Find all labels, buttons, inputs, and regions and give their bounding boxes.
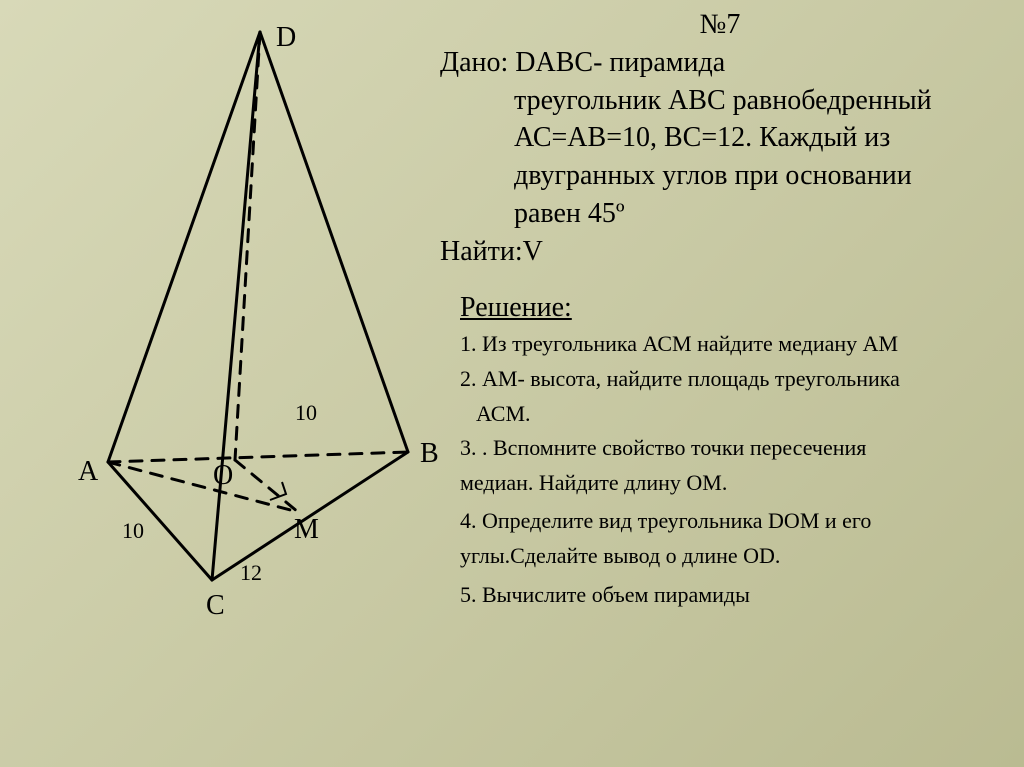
solution-step-3b: медиан. Найдите длину ОМ. [460, 469, 1010, 498]
solution-step-3a: 3. . Вспомните свойство точки пересечени… [460, 434, 1010, 463]
given-line-3: АС=АВ=10, ВС=12. Каждый из [514, 119, 1000, 157]
given-line-5: равен 45º [514, 195, 1000, 233]
solution-step-4a: 4. Определите вид треугольника DOM и его [460, 507, 1010, 536]
solution-step-5: 5. Вычислите объем пирамиды [460, 581, 1010, 610]
given-line-2: треугольник АВС равнобедренный [514, 82, 1000, 120]
given-block: Дано: DABC- пирамида треугольник АВС рав… [440, 44, 1000, 233]
solution-step-2b: АСМ. [460, 400, 1010, 429]
vertex-label-c: C [206, 590, 225, 621]
vertex-label-a: A [78, 456, 99, 487]
side-length-ac: 10 [122, 518, 144, 543]
problem-statement: №7 Дано: DABC- пирамида треугольник АВС … [440, 6, 1000, 271]
solution-step-4b: углы.Сделайте вывод о длине OD. [460, 542, 1010, 571]
solution-step-2a: 2. АМ- высота, найдите площадь треугольн… [460, 365, 1010, 394]
given-line-4: двугранных углов при основании [514, 157, 1000, 195]
find-label: Найти:V [440, 233, 1000, 271]
vertex-label-d: D [276, 22, 296, 53]
pyramid-svg: D A B C O M 10 10 12 [60, 20, 460, 640]
problem-number: №7 [440, 6, 1000, 44]
vertex-label-o: O [213, 460, 233, 491]
solution-block: Решение: 1. Из треугольника АСМ найдите … [460, 290, 1010, 615]
vertex-label-b: B [420, 438, 439, 469]
pyramid-diagram: D A B C O M 10 10 12 [60, 20, 460, 645]
solution-step-1: 1. Из треугольника АСМ найдите медиану А… [460, 330, 1010, 359]
side-length-bc: 12 [240, 560, 262, 585]
vertex-label-m: M [294, 514, 319, 545]
solution-heading: Решение: [460, 290, 1010, 326]
given-line-1: Дано: DABC- пирамида [440, 44, 1000, 82]
side-length-ab: 10 [295, 400, 317, 425]
